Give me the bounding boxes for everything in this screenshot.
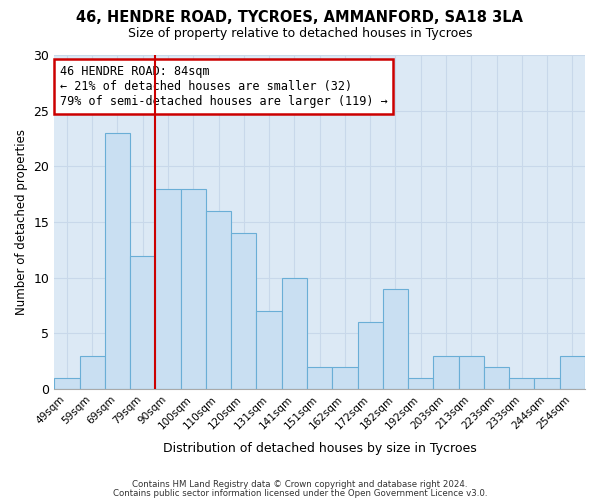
Bar (484, 367, 509, 389)
Text: Size of property relative to detached houses in Tycroes: Size of property relative to detached ho… (128, 28, 472, 40)
Bar (535, 378, 560, 389)
Bar (155, 188, 181, 389)
Bar (307, 367, 332, 389)
Bar (383, 289, 408, 389)
Bar (332, 367, 358, 389)
Bar (54, 378, 80, 389)
Bar (181, 188, 206, 389)
Y-axis label: Number of detached properties: Number of detached properties (15, 129, 28, 315)
Text: Contains public sector information licensed under the Open Government Licence v3: Contains public sector information licen… (113, 488, 487, 498)
Bar (206, 211, 231, 389)
Bar (358, 322, 383, 389)
Text: 46, HENDRE ROAD, TYCROES, AMMANFORD, SA18 3LA: 46, HENDRE ROAD, TYCROES, AMMANFORD, SA1… (77, 10, 523, 25)
Bar (408, 378, 433, 389)
Bar (560, 356, 585, 389)
Bar (282, 278, 307, 389)
Bar (458, 356, 484, 389)
Text: Contains HM Land Registry data © Crown copyright and database right 2024.: Contains HM Land Registry data © Crown c… (132, 480, 468, 489)
Bar (231, 233, 256, 389)
Bar (105, 133, 130, 389)
Bar (130, 256, 155, 389)
Bar (433, 356, 458, 389)
Bar (80, 356, 105, 389)
Bar (256, 311, 282, 389)
Text: 46 HENDRE ROAD: 84sqm
← 21% of detached houses are smaller (32)
79% of semi-deta: 46 HENDRE ROAD: 84sqm ← 21% of detached … (59, 65, 388, 108)
Bar (509, 378, 535, 389)
X-axis label: Distribution of detached houses by size in Tycroes: Distribution of detached houses by size … (163, 442, 476, 455)
